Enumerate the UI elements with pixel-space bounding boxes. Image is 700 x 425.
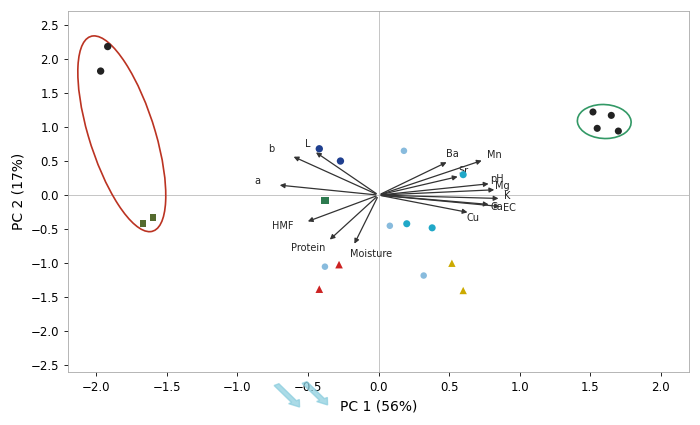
Point [384, 222, 395, 229]
Text: Ca: Ca [491, 202, 503, 212]
Point [147, 214, 158, 221]
Point [314, 145, 325, 152]
Point [102, 43, 113, 50]
Point [319, 263, 330, 270]
X-axis label: PC 1 (56%): PC 1 (56%) [340, 400, 417, 414]
Text: HMF: HMF [272, 221, 293, 232]
Text: Ba: Ba [445, 149, 458, 159]
Point [95, 68, 106, 74]
Text: EC: EC [503, 203, 516, 213]
Text: pH: pH [490, 174, 504, 184]
Text: a: a [254, 176, 260, 187]
Point [401, 220, 412, 227]
Point [447, 260, 458, 266]
Text: Moisture: Moisture [351, 249, 393, 259]
Text: Sr: Sr [458, 166, 468, 176]
Point [137, 220, 148, 227]
Point [458, 171, 469, 178]
Point [335, 158, 346, 164]
Point [587, 108, 598, 115]
Point [458, 287, 469, 294]
Text: Protein: Protein [290, 243, 326, 253]
Y-axis label: PC 2 (17%): PC 2 (17%) [11, 153, 25, 230]
Text: K: K [504, 191, 510, 201]
Point [398, 147, 409, 154]
Text: L: L [305, 139, 311, 149]
Text: Mg: Mg [496, 181, 510, 191]
Point [612, 128, 624, 134]
Text: b: b [268, 144, 274, 154]
Point [418, 272, 429, 279]
Point [606, 112, 617, 119]
Point [426, 224, 438, 231]
Text: Cu: Cu [467, 212, 480, 223]
Point [319, 197, 330, 204]
Point [314, 286, 325, 292]
Point [333, 261, 344, 268]
Text: Mn: Mn [486, 150, 502, 160]
Point [592, 125, 603, 132]
